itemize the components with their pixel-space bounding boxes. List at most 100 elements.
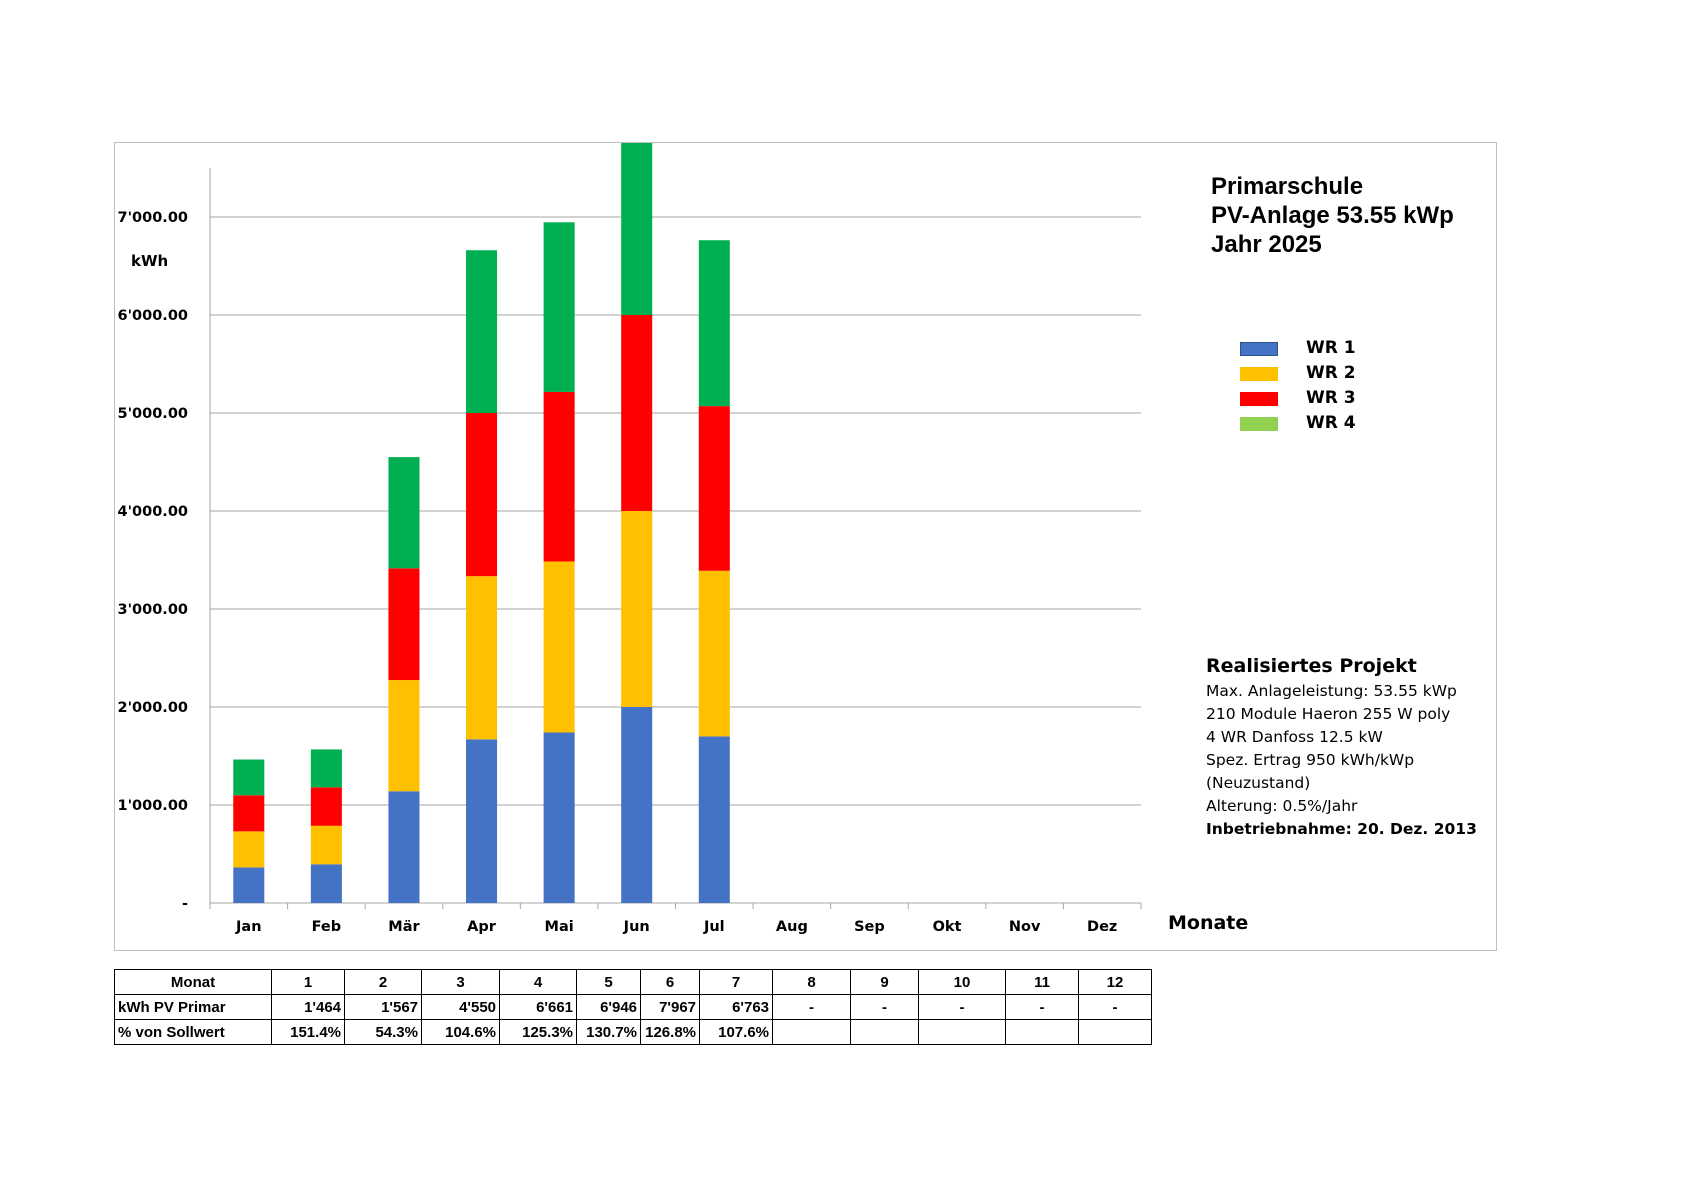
table-cell: 1'464: [271, 994, 345, 1020]
x-tick-label: Aug: [776, 919, 808, 935]
table-cell: 1'567: [344, 994, 422, 1020]
bar-segment-wr4: [621, 143, 653, 315]
table-cell: -: [1005, 994, 1079, 1020]
bar-segment-wr2: [233, 831, 265, 868]
legend-swatch-wr4: [1240, 417, 1278, 431]
bar-segment-wr3: [310, 787, 342, 826]
chart-title-line-3: Jahr 2025: [1211, 231, 1322, 258]
chart-title: Primarschule PV-Anlage 53.55 kWp Jahr 20…: [1211, 172, 1454, 259]
chart-title-line-1: Primarschule: [1211, 173, 1364, 200]
legend-swatch-wr1: [1240, 342, 1278, 356]
bar-segment-wr2: [466, 576, 498, 740]
project-line: Max. Anlageleistung: 53.55 kWp: [1206, 682, 1457, 700]
x-tick-label: Mär: [388, 919, 420, 935]
bar-segment-wr2: [543, 561, 575, 733]
bar-segment-wr1: [621, 707, 653, 903]
bar-segment-wr1: [310, 864, 342, 903]
x-tick-label: Okt: [933, 919, 962, 935]
x-tick-label: Jul: [703, 919, 725, 935]
table-cell: 1: [271, 969, 345, 995]
legend-swatch-wr3: [1240, 392, 1278, 406]
bar-segment-wr3: [388, 568, 420, 681]
bar-segment-wr1: [698, 736, 730, 903]
bar-segment-wr3: [466, 413, 498, 577]
table-cell: -: [850, 994, 919, 1020]
x-tick-label: Nov: [1009, 919, 1041, 935]
legend-label-wr4: WR 4: [1306, 413, 1356, 433]
table-cell: 9: [850, 969, 919, 995]
table-row-label: Monat: [114, 969, 272, 995]
table-cell: 6'946: [576, 994, 641, 1020]
y-tick-label: 3'000.00: [118, 602, 188, 618]
legend-label-wr2: WR 2: [1306, 363, 1356, 383]
y-tick-label: 6'000.00: [118, 308, 188, 324]
table-cell: 4'550: [421, 994, 500, 1020]
bar-segment-wr1: [543, 732, 575, 903]
x-tick-label: Jan: [235, 919, 262, 935]
bar-segment-wr4: [310, 749, 342, 788]
bar-segment-wr2: [388, 680, 420, 792]
legend-label-wr1: WR 1: [1306, 338, 1356, 358]
table-cell: -: [918, 994, 1006, 1020]
bar-segment-wr1: [388, 791, 420, 903]
table-row-label: kWh PV Primar: [114, 994, 272, 1020]
table-cell: [772, 1019, 851, 1045]
bar-segment-wr2: [621, 511, 653, 707]
x-tick-label: Mai: [545, 919, 574, 935]
table-cell: 6'763: [699, 994, 773, 1020]
project-line: Alterung: 0.5%/Jahr: [1206, 797, 1358, 815]
table-row: % von Sollwert 151.4% 54.3% 104.6% 125.3% 130…: [114, 1019, 1152, 1045]
table-cell: -: [1078, 994, 1152, 1020]
table-cell: 4: [499, 969, 577, 995]
table-cell: -: [772, 994, 851, 1020]
bar-segment-wr2: [310, 825, 342, 865]
y-tick-label: 5'000.00: [118, 406, 188, 422]
table-cell: [850, 1019, 919, 1045]
bar-segment-wr2: [698, 570, 730, 737]
chart-area: - 1'000.00 2'000.00 3'000.00 4'000.00 5'000.0…: [114, 142, 1497, 951]
table-cell: 54.3%: [344, 1019, 422, 1045]
table-cell: 125.3%: [499, 1019, 577, 1045]
chart-plot: - 1'000.00 2'000.00 3'000.00 4'000.00 5'000.0…: [118, 143, 1142, 935]
table-cell: 151.4%: [271, 1019, 345, 1045]
table-cell: 104.6%: [421, 1019, 500, 1045]
bar-segment-wr1: [466, 739, 498, 903]
project-line: 4 WR Danfoss 12.5 kW: [1206, 728, 1383, 746]
bar-segment-wr4: [233, 759, 265, 796]
table-cell: 3: [421, 969, 500, 995]
table-row-label: % von Sollwert: [114, 1019, 272, 1045]
table-cell: 8: [772, 969, 851, 995]
table-cell: 6'661: [499, 994, 577, 1020]
project-heading: Realisiertes Projekt: [1206, 655, 1417, 677]
bar-segment-wr3: [543, 391, 575, 562]
x-tick-label: Dez: [1087, 919, 1117, 935]
x-tick-label: Sep: [854, 919, 885, 935]
y-tick-label: 2'000.00: [118, 700, 188, 716]
y-tick-label: 4'000.00: [118, 504, 188, 520]
table-cell: 5: [576, 969, 641, 995]
table-row: kWh PV Primar 1'464 1'567 4'550 6'661 6'946 7'…: [114, 994, 1152, 1020]
x-tick-label: Feb: [312, 919, 342, 935]
x-tick-label: Jun: [623, 919, 650, 935]
y-tick-label: -: [182, 896, 188, 912]
y-tick-label: 1'000.00: [118, 798, 188, 814]
project-line: 210 Module Haeron 255 W poly: [1206, 705, 1451, 723]
x-axis-label: Monate: [1168, 912, 1249, 934]
bar-segment-wr4: [466, 250, 498, 413]
project-info: Realisiertes Projekt Max. Anlageleistung…: [1206, 652, 1477, 841]
legend-label-wr3: WR 3: [1306, 388, 1356, 408]
table-cell: 12: [1078, 969, 1152, 995]
bar-segment-wr3: [698, 406, 730, 571]
bar-segment-wr4: [698, 240, 730, 407]
bar-segment-wr4: [543, 222, 575, 392]
table-cell: 7: [699, 969, 773, 995]
chart-title-line-2: PV-Anlage 53.55 kWp: [1211, 202, 1454, 229]
table-cell: 126.8%: [640, 1019, 700, 1045]
project-line: Spez. Ertrag 950 kWh/kWp: [1206, 751, 1415, 769]
bar-segment-wr1: [233, 867, 265, 903]
table-row: Monat 1 2 3 4 5 6 7 8 9 10 11 12: [114, 969, 1152, 995]
table-cell: [918, 1019, 1006, 1045]
monthly-data-table: Monat 1 2 3 4 5 6 7 8 9 10 11 12 kWh PV Primar 1'464 1'…: [114, 969, 1152, 1045]
table-cell: 130.7%: [576, 1019, 641, 1045]
table-cell: [1078, 1019, 1152, 1045]
